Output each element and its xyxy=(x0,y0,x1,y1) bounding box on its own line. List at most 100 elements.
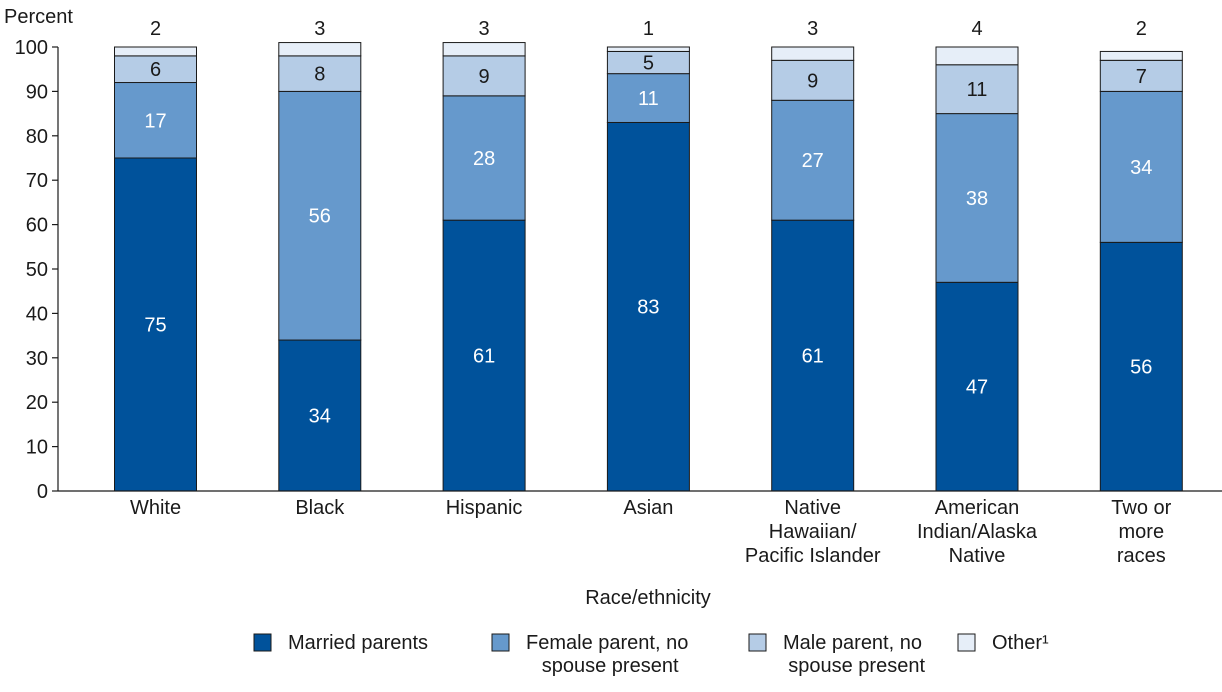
y-tick-label: 80 xyxy=(26,126,48,148)
bar-segment xyxy=(935,46,1019,66)
data-label: 2 xyxy=(150,18,161,40)
bar-segment xyxy=(1099,241,1183,492)
bar-segment xyxy=(278,42,362,57)
x-tick-label: Pacific Islander xyxy=(745,545,881,567)
data-label: 47 xyxy=(966,377,988,399)
data-label: 2 xyxy=(1136,18,1147,40)
y-tick-label: 10 xyxy=(26,437,48,459)
x-tick-label: Hispanic xyxy=(446,497,523,519)
x-tick-label: Two or xyxy=(1111,497,1171,519)
bar-segment xyxy=(771,219,855,492)
x-tick-label: Native xyxy=(949,545,1006,567)
bars-group: 7517623456836128938311516127934738114563… xyxy=(114,18,1183,492)
bar-segment xyxy=(771,46,855,61)
legend-label: Other¹ xyxy=(992,632,1049,654)
x-tick-label: Indian/Alaska xyxy=(917,521,1038,543)
x-tick-label: American xyxy=(935,497,1019,519)
bar-segment xyxy=(278,55,362,92)
legend-label: spouse present xyxy=(542,655,679,677)
legend-label: Male parent, no xyxy=(783,632,922,654)
y-tick-label: 30 xyxy=(26,348,48,370)
y-tick-label: 70 xyxy=(26,170,48,192)
bar-segment xyxy=(935,281,1019,492)
y-tick-label: 20 xyxy=(26,392,48,414)
y-tick-label: 40 xyxy=(26,303,48,325)
bar-stack: 61 27 9 3 xyxy=(771,18,855,492)
data-label: 8 xyxy=(314,64,325,86)
x-tick-label: Black xyxy=(295,497,345,519)
bar-segment xyxy=(935,113,1019,283)
legend-swatch xyxy=(253,633,272,652)
bar-stack: 61 28 9 3 xyxy=(442,18,526,492)
data-label: 38 xyxy=(966,188,988,210)
data-label: 27 xyxy=(802,150,824,172)
data-label: 34 xyxy=(1130,157,1152,179)
bar-stack: 83 11 5 1 xyxy=(606,18,690,492)
bar-segment xyxy=(1099,90,1183,243)
data-label: 11 xyxy=(967,79,988,101)
x-tick-label: White xyxy=(130,497,181,519)
data-label: 1 xyxy=(643,18,654,40)
bar-segment xyxy=(1099,50,1183,61)
bar-segment xyxy=(442,95,526,221)
legend-item: Other¹ xyxy=(957,632,1049,654)
data-label: 5 xyxy=(643,53,654,75)
y-tick-label: 60 xyxy=(26,215,48,237)
bar-segment xyxy=(935,64,1019,115)
legend-item: Married parents xyxy=(253,632,428,654)
bar-segment xyxy=(1099,59,1183,92)
data-label: 6 xyxy=(150,59,161,81)
x-tick-label: Asian xyxy=(623,497,673,519)
data-label: 3 xyxy=(479,18,490,40)
data-label: 83 xyxy=(637,297,659,319)
data-label: 3 xyxy=(807,18,818,40)
bar-segment xyxy=(442,42,526,57)
y-tick-label: 100 xyxy=(15,37,48,59)
legend-label: Married parents xyxy=(288,632,428,654)
bar-segment xyxy=(442,219,526,492)
legend-label: Female parent, no xyxy=(526,632,688,654)
bar-segment xyxy=(114,157,197,492)
bar-segment xyxy=(771,99,855,221)
data-label: 56 xyxy=(309,206,331,228)
data-label: 56 xyxy=(1130,357,1152,379)
y-axis-label: Percent xyxy=(4,6,73,28)
x-tick-label: more xyxy=(1119,521,1165,543)
legend-swatch xyxy=(491,633,510,652)
x-tick-label: races xyxy=(1117,545,1166,567)
data-label: 7 xyxy=(1136,66,1147,88)
data-label: 3 xyxy=(314,18,325,40)
bar-stack: 47 38 11 4 xyxy=(935,18,1019,492)
data-label: 9 xyxy=(807,70,818,92)
data-label: 61 xyxy=(473,346,495,368)
bar-stack: 34 56 8 3 xyxy=(278,18,362,492)
legend-swatch xyxy=(748,633,767,652)
bar-segment xyxy=(606,121,690,492)
bar-stack: 56 34 7 2 xyxy=(1099,18,1183,492)
x-axis: White Black Hispanic Asian NativeHawaiian/Pa… xyxy=(58,490,1222,567)
x-axis-label: Race/ethnicity xyxy=(585,587,711,609)
x-tick-label: Hawaiian/ xyxy=(769,521,857,543)
legend-swatch xyxy=(957,633,976,652)
data-label: 34 xyxy=(309,406,331,428)
x-tick-label: Native xyxy=(784,497,841,519)
bar-segment xyxy=(278,90,362,341)
bar-segment xyxy=(606,46,690,52)
bar-segment xyxy=(114,46,197,57)
legend-label: spouse present xyxy=(788,655,925,677)
y-axis: 0 10 20 30 40 50 60 70 80 90 100 xyxy=(15,37,59,503)
data-label: 9 xyxy=(479,66,490,88)
bar-stack: 75 17 6 2 xyxy=(114,18,197,492)
data-label: 17 xyxy=(144,110,166,132)
data-label: 11 xyxy=(638,88,659,110)
bar-segment xyxy=(771,59,855,101)
data-label: 75 xyxy=(144,315,166,337)
y-tick-label: 0 xyxy=(37,481,48,503)
data-label: 28 xyxy=(473,148,495,170)
data-label: 61 xyxy=(802,346,824,368)
